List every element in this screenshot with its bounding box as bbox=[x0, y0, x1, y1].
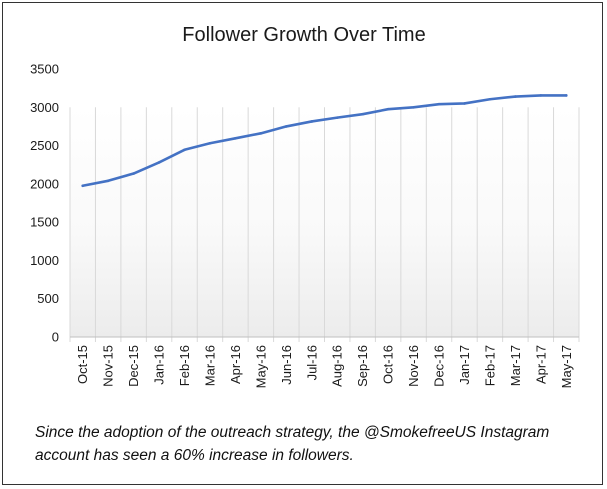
data-point bbox=[564, 94, 568, 97]
x-tick-label: Dec-16 bbox=[432, 345, 447, 387]
data-point bbox=[386, 107, 390, 111]
x-tick-label: Feb-16 bbox=[177, 345, 192, 386]
y-tick-label: 3500 bbox=[30, 62, 59, 77]
data-point bbox=[183, 148, 186, 152]
data-point bbox=[437, 102, 441, 106]
y-tick-label: 2000 bbox=[30, 176, 59, 191]
x-tick-label: Jul-16 bbox=[304, 345, 319, 380]
data-point bbox=[539, 94, 543, 97]
data-point bbox=[106, 179, 110, 183]
data-point bbox=[132, 172, 135, 175]
chart-title: Follower Growth Over Time bbox=[182, 24, 425, 46]
data-point bbox=[463, 102, 466, 105]
chart-frame: Follower Growth Over Time 0 500 1000 1500 20… bbox=[2, 2, 603, 485]
data-point bbox=[514, 95, 517, 98]
y-tick-label: 2500 bbox=[30, 138, 59, 153]
x-tick-label: Apr-17 bbox=[533, 345, 548, 384]
data-point bbox=[259, 132, 263, 135]
data-point bbox=[335, 116, 339, 119]
y-tick-label: 1000 bbox=[30, 253, 59, 268]
x-tick-label: Aug-16 bbox=[330, 345, 345, 387]
x-tick-label: Jan-17 bbox=[457, 345, 472, 385]
data-point bbox=[310, 120, 314, 123]
data-point bbox=[208, 141, 212, 145]
chart-caption: Since the adoption of the outreach strat… bbox=[35, 424, 550, 464]
data-point bbox=[488, 97, 492, 101]
series-line bbox=[81, 94, 568, 188]
data-point bbox=[361, 112, 364, 116]
x-tick-label: Dec-15 bbox=[126, 345, 141, 387]
data-point bbox=[285, 125, 288, 128]
y-tick-label: 3000 bbox=[30, 100, 59, 115]
x-tick-label: Nov-15 bbox=[101, 345, 116, 387]
x-tick-label: Oct-16 bbox=[381, 345, 396, 384]
x-tick-label: Oct-15 bbox=[75, 345, 90, 384]
x-tick-label: Jan-16 bbox=[152, 345, 167, 385]
x-tick-label: Apr-16 bbox=[228, 345, 243, 384]
y-tick-label: 1500 bbox=[30, 215, 59, 230]
x-tick-label: May-17 bbox=[559, 345, 574, 388]
line-chart: Follower Growth Over Time 0 500 1000 1500 20… bbox=[30, 24, 580, 388]
data-point bbox=[412, 105, 415, 109]
x-tick-label: Jun-16 bbox=[279, 345, 294, 385]
data-point bbox=[81, 184, 85, 188]
data-point bbox=[234, 136, 237, 140]
x-tick-label: Mar-17 bbox=[508, 345, 523, 386]
x-tick-label: May-16 bbox=[253, 345, 268, 388]
y-tick-label: 500 bbox=[37, 291, 59, 306]
x-tick-label: Sep-16 bbox=[355, 345, 370, 387]
data-point bbox=[157, 161, 161, 164]
x-tick-label: Nov-16 bbox=[406, 345, 421, 387]
x-tick-label: Mar-16 bbox=[202, 345, 217, 386]
y-tick-label: 0 bbox=[52, 330, 59, 345]
x-tick-label: Feb-17 bbox=[482, 345, 497, 386]
